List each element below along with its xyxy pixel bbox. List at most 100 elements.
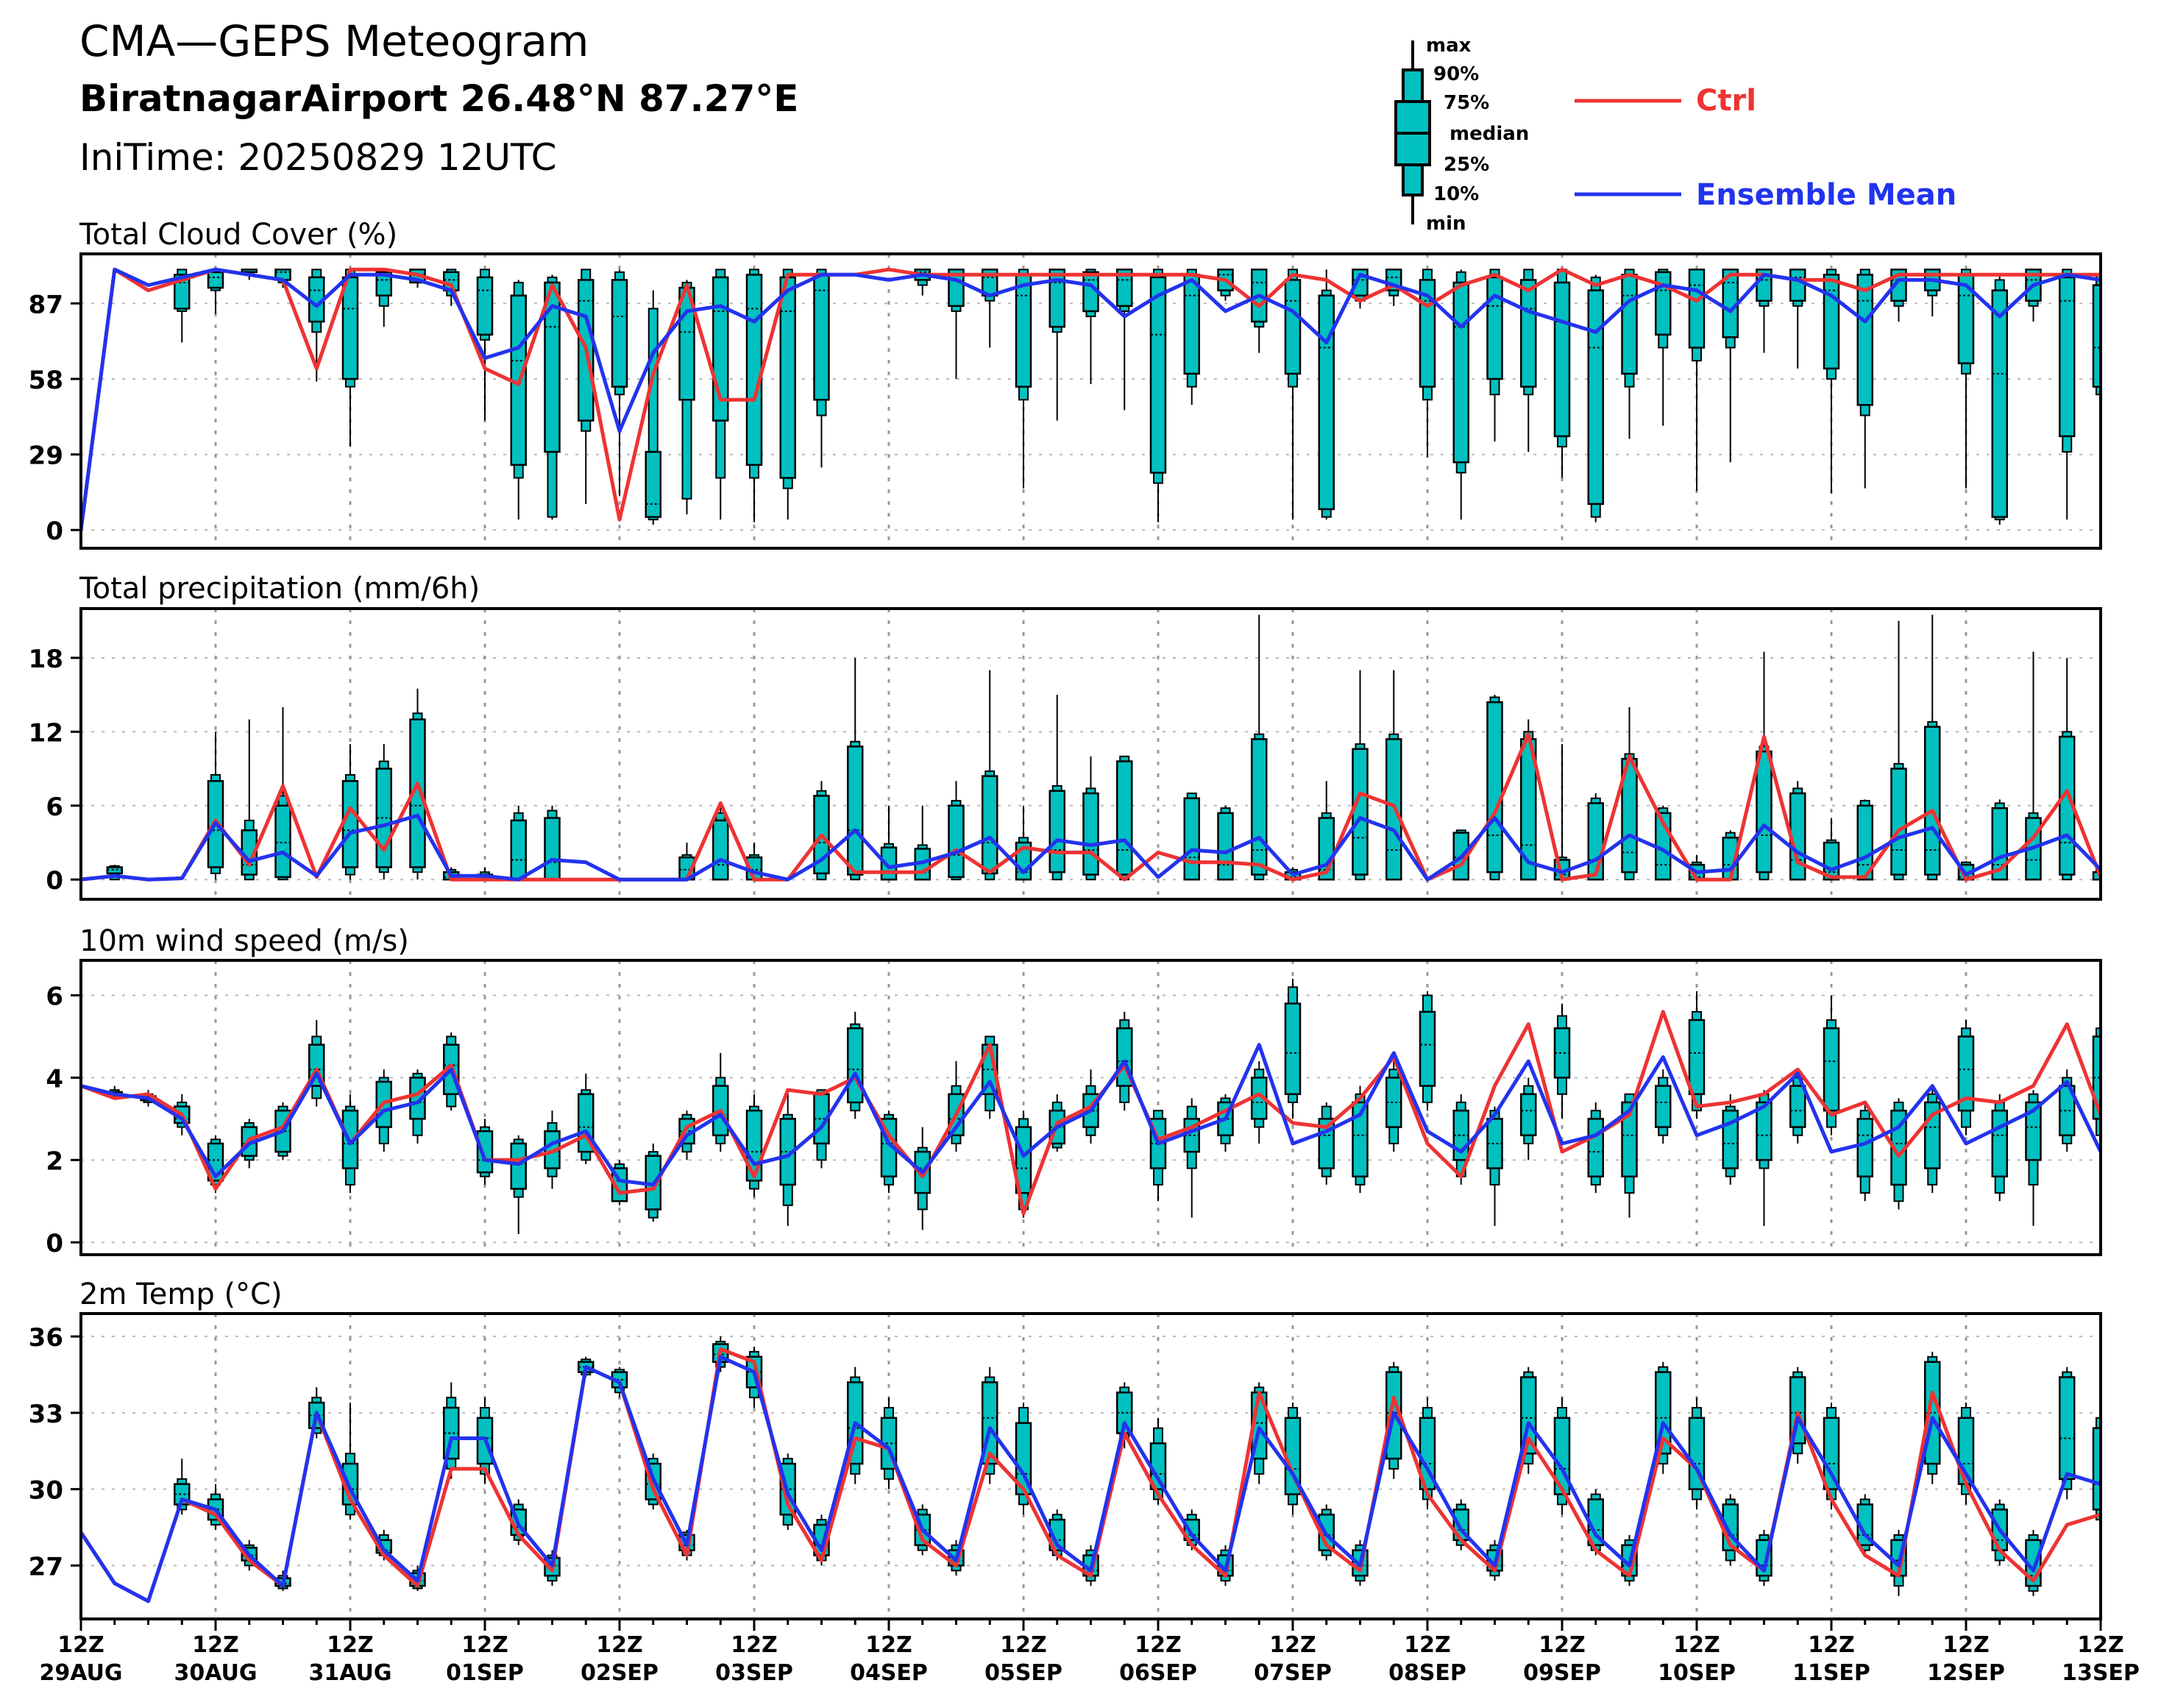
box-29: [1048, 268, 1065, 421]
box-inner: [2127, 1119, 2142, 1193]
panel-frame: [79, 959, 2102, 1256]
ensemble-mean-line: [81, 813, 2101, 882]
box-12: [476, 269, 494, 421]
y-tick-label: 87: [29, 290, 63, 319]
box-52: [1823, 995, 1840, 1135]
box-inner: [1284, 279, 1302, 375]
plot-area: [81, 267, 2101, 531]
box-28: [1015, 1403, 1032, 1515]
panel-frame: [79, 252, 2102, 550]
y-tick-label: 4: [46, 1064, 63, 1094]
box-inner: [1587, 289, 1604, 506]
box-45: [1587, 1489, 1604, 1556]
box-48: [1688, 1397, 1706, 1510]
box-inner: [2127, 821, 2142, 879]
box-49: [1722, 1094, 1739, 1185]
box-inner: [1419, 1010, 1436, 1087]
box-33: [1183, 1098, 1200, 1218]
box-inner: [2059, 276, 2076, 438]
box-56: [1957, 1020, 1975, 1135]
box-32: [1149, 1417, 1167, 1505]
box-inner: [982, 775, 998, 875]
box-inner: [274, 804, 291, 879]
x-tick-date: 10SEP: [1658, 1660, 1736, 1686]
box-53: [1856, 1102, 1873, 1202]
box-inner: [1587, 1118, 1604, 1177]
box-55: [1924, 614, 1941, 881]
box-10: [409, 1069, 426, 1144]
box-inner: [1116, 268, 1133, 308]
x-tick-date: 29AUG: [39, 1660, 122, 1686]
y-tick-label: 0: [46, 866, 63, 896]
ctrl-line: [81, 1010, 2101, 1216]
box-43: [1520, 1077, 1537, 1160]
x-tick-date: 11SEP: [1792, 1660, 1870, 1686]
box-inner: [1823, 1027, 1840, 1112]
box-20: [745, 1094, 763, 1197]
box-inner: [1655, 271, 1672, 336]
box-59: [2059, 1069, 2076, 1152]
box-inner: [1789, 268, 1806, 302]
box-31: [1116, 755, 1133, 881]
ctrl-line: [81, 732, 2101, 882]
panel-title: 10m wind speed (m/s): [79, 924, 409, 958]
box-45: [1587, 274, 1604, 522]
x-tick-hour: 12Z: [865, 1632, 912, 1658]
box-inner: [1655, 1085, 1672, 1128]
box-3: [174, 1459, 191, 1515]
ensemble-mean-line: [81, 1355, 2101, 1604]
station-location: BiratnagarAirport 26.48°N 87.27°E: [79, 77, 799, 120]
x-tick-date: 30AUG: [174, 1660, 257, 1686]
x-tick-hour: 12Z: [1673, 1632, 1720, 1658]
box-inner: [1318, 294, 1335, 511]
box-inner: [1890, 768, 1907, 876]
legend-ctrl-label: Ctrl: [1696, 84, 1756, 118]
box-31: [1116, 1382, 1133, 1449]
box-inner: [375, 271, 392, 297]
y-tick-label: 36: [29, 1323, 63, 1353]
box-23: [847, 1011, 864, 1119]
box-inner: [779, 276, 796, 479]
x-tick-date: 12SEP: [1927, 1660, 2005, 1686]
box-58: [2025, 1090, 2042, 1226]
box-39: [1385, 670, 1402, 881]
box-4: [207, 269, 224, 314]
box-34: [1217, 1094, 1234, 1152]
box-51: [1789, 268, 1806, 369]
panel-2: 10m wind speed (m/s) 0 2 4 6: [46, 924, 2142, 1258]
box-34: [1217, 805, 1234, 881]
x-tick-date: 06SEP: [1119, 1660, 1197, 1686]
x-tick-date: 31AUG: [308, 1660, 391, 1686]
box-22: [813, 781, 830, 881]
box-38: [1352, 670, 1369, 881]
box-inner: [341, 276, 359, 380]
box-30: [1082, 756, 1099, 881]
x-tick-date: 01SEP: [446, 1660, 524, 1686]
box-inner: [1419, 279, 1436, 388]
box-inner: [1183, 274, 1200, 375]
box-9: [375, 269, 392, 327]
box-inner: [241, 268, 258, 274]
box-42: [1486, 695, 1503, 881]
box-inner: [712, 819, 729, 881]
box-61: [2127, 1102, 2142, 1218]
box-12: [476, 1119, 494, 1185]
box-49: [1722, 268, 1739, 463]
box-13: [510, 280, 527, 520]
box-59: [2059, 1367, 2076, 1500]
x-tick-date: 08SEP: [1388, 1660, 1466, 1686]
box-inner: [2092, 871, 2101, 881]
box-42: [1486, 269, 1503, 442]
box-32: [1149, 269, 1167, 522]
box-57: [1991, 1094, 2008, 1202]
box-11: [443, 1382, 460, 1479]
box-35: [1251, 1061, 1268, 1144]
box-inner: [1183, 797, 1200, 881]
legend-label-min: min: [1426, 213, 1466, 235]
x-tick-hour: 12Z: [1269, 1632, 1316, 1658]
box-43: [1520, 269, 1537, 453]
box-53: [1856, 269, 1873, 489]
box-inner: [1486, 701, 1503, 874]
box-27: [982, 268, 998, 348]
